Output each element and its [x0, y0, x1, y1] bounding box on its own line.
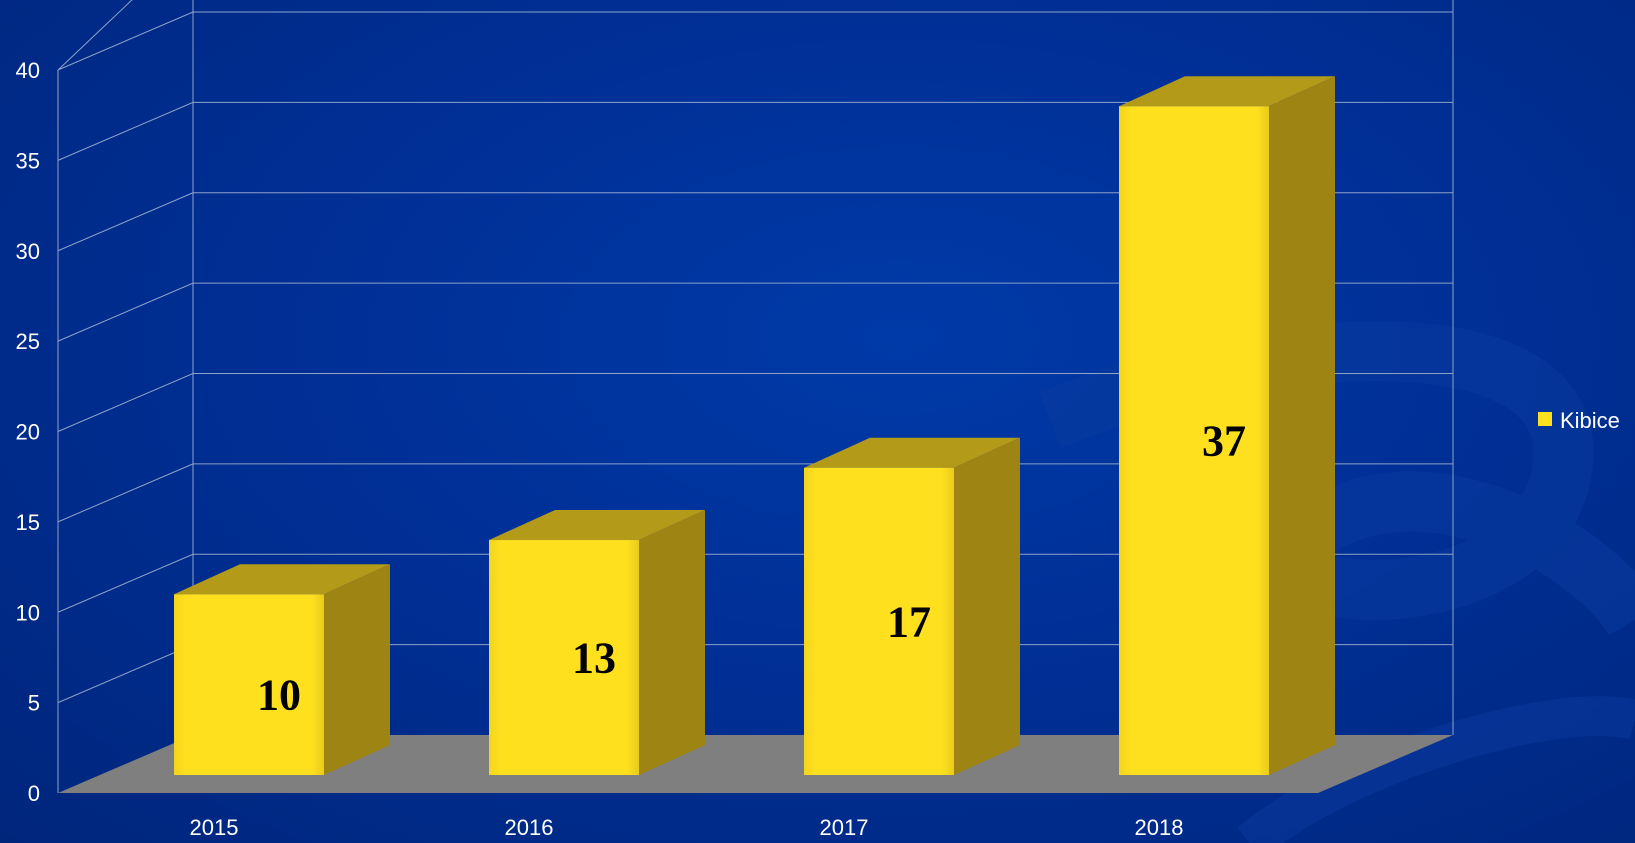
gridline-side [57, 282, 194, 342]
bar-side-face [324, 564, 390, 775]
bar [174, 594, 324, 775]
bar-top-face [1119, 76, 1335, 107]
plot-area: 0 5 10 15 20 25 30 35 40 10 2015 13 2016 17 2017 37 2018 [16, 0, 1454, 840]
y-tick-label: 30 [16, 239, 40, 264]
y-tick-label: 25 [16, 329, 40, 354]
y-tick-label: 15 [16, 510, 40, 535]
gridline-side [57, 11, 194, 71]
x-tick-label: 2015 [190, 815, 239, 840]
side-wall-top-edge [57, 0, 133, 71]
bar-2017: 17 [804, 437, 1020, 775]
legend-swatch [1538, 412, 1552, 426]
bar-top-face [804, 437, 1020, 468]
y-tick-label: 0 [28, 781, 40, 806]
y-tick-label: 35 [16, 148, 40, 173]
data-label: 10 [257, 671, 301, 720]
bar-2016: 13 [489, 510, 705, 775]
legend-label: Kibice [1560, 408, 1620, 433]
x-tick-label: 2016 [505, 815, 554, 840]
bar [804, 467, 954, 775]
bar-2015: 10 [174, 564, 390, 775]
bar-side-face [954, 437, 1020, 775]
bar-top-face [174, 564, 390, 595]
bar [489, 540, 639, 775]
bar [1119, 106, 1269, 776]
gridline-side [57, 553, 194, 613]
data-label: 13 [572, 634, 616, 683]
gridline-side [57, 463, 194, 523]
y-tick-label: 10 [16, 600, 40, 625]
y-tick-label: 40 [16, 58, 40, 83]
gridline-side [57, 644, 194, 704]
chart-floor [58, 735, 1453, 793]
gridline-side [57, 192, 194, 252]
data-label: 37 [1202, 417, 1246, 466]
x-tick-label: 2017 [820, 815, 869, 840]
gridline-side [57, 373, 194, 432]
data-label: 17 [887, 597, 931, 646]
bar-top-face [489, 510, 705, 541]
bar-2018: 37 [1119, 76, 1335, 776]
y-tick-label: 20 [16, 420, 40, 445]
gridline-side [57, 101, 194, 161]
legend: Kibice [1538, 408, 1620, 433]
x-tick-label: 2018 [1135, 815, 1184, 840]
bar-side-face [1269, 76, 1335, 776]
bar-side-face [639, 510, 705, 775]
y-tick-label: 5 [28, 691, 40, 716]
background-decoration [1038, 321, 1635, 843]
